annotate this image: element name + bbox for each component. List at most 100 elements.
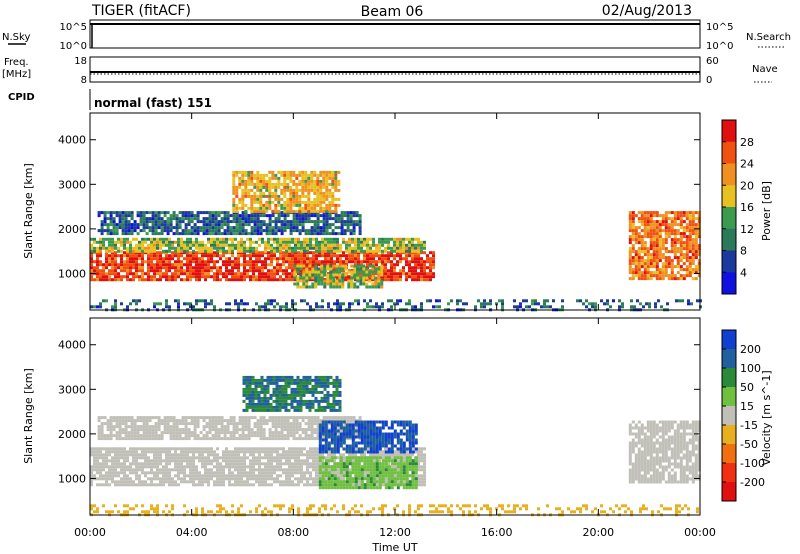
power-echo-cell [277,176,281,180]
power-echo-cell [355,220,359,224]
power-echo-cell [247,232,251,236]
power-echo-cell [240,243,243,247]
power-echo-cell [640,265,644,269]
power-echo-cell [649,217,653,221]
power-echo-cell [359,270,363,274]
power-echo-cell [102,246,105,250]
power-echo-cell [147,257,150,261]
power-echo-cell [171,251,174,255]
power-echo-cell [332,264,336,268]
power-echo-cell [317,267,321,271]
velocity-echo-cell [244,428,248,432]
power-echo-cell [591,302,594,306]
power-echo-cell [399,237,402,241]
power-echo-cell [198,240,201,244]
power-echo-cell [393,269,396,273]
power-echo-cell [115,226,119,230]
power-echo-cell [228,246,231,250]
power-echo-cell [658,244,662,248]
power-echo-cell [308,273,312,277]
power-echo-cell [396,302,399,306]
power-echo-cell [144,260,147,264]
power-echo-cell [154,211,158,215]
power-echo-cell [296,267,300,271]
velocity-echo-cell [141,453,144,457]
velocity-echo-cell [420,447,423,451]
velocity-echo-cell [297,465,300,469]
power-echo-cell [238,217,242,221]
power-echo-cell [664,274,668,278]
velocity-echo-cell [162,480,165,484]
power-echo-cell [99,254,102,258]
power-echo-cell [93,237,96,241]
velocity-echo-cell [136,419,140,423]
power-echo-cell [154,232,158,236]
velocity-echo-cell [115,425,119,429]
power-echo-cell [405,249,408,253]
power-echo-cell [144,272,147,276]
power-echo-cell [102,266,105,270]
velocity-echo-cell [174,462,177,466]
power-echo-cell [372,254,375,258]
velocity-echo-cell [178,437,182,441]
power-echo-cell [177,257,180,261]
velocity-echo-cell [282,468,285,472]
velocity-echo-cell [153,474,156,478]
velocity-echo-cell [234,474,237,478]
velocity-echo-cell [205,425,209,429]
power-echo-cell [114,257,117,261]
power-echo-cell [171,272,174,276]
power-echo-cell [330,257,333,261]
velocity-echo-cell [226,437,230,441]
power-echo-cell [676,217,680,221]
velocity-echo-cell [228,468,231,472]
power-echo-cell [302,276,306,280]
power-echo-cell [93,249,96,253]
power-echo-cell [286,170,290,174]
power-echo-cell [222,272,225,276]
power-echo-cell [223,211,227,215]
power-echo-cell [405,237,408,241]
velocity-echo-cell [120,462,123,466]
power-echo-cell [108,278,111,282]
power-echo-cell [96,257,99,261]
power-echo-cell [352,229,356,233]
power-echo-cell [637,253,641,257]
power-echo-cell [282,257,285,261]
power-echo-cell [204,299,207,303]
velocity-echo-cell [402,459,405,463]
power-echo-cell [90,237,93,241]
power-echo-cell [237,260,240,264]
power-echo-cell [115,232,119,236]
power-echo-cell [631,259,635,263]
power-echo-cell [315,257,318,261]
velocity-echo-cell [241,431,245,435]
power-echo-cell [198,263,201,267]
velocity-echo-cell [276,474,279,478]
power-echo-cell [300,269,303,273]
power-echo-cell [132,254,135,258]
power-echo-cell [329,285,333,289]
power-echo-cell [144,278,147,282]
power-echo-cell [338,267,342,271]
power-echo-cell [426,260,429,264]
velocity-echo-cell [102,474,105,478]
power-echo-cell [305,285,309,289]
velocity-echo-cell [223,419,227,423]
power-echo-cell [147,249,150,253]
power-echo-cell [333,302,336,306]
power-echo-cell [612,299,615,303]
velocity-echo-cell [183,459,186,463]
power-echo-cell [673,238,677,242]
power-echo-cell [316,194,320,198]
power-echo-cell [643,226,647,230]
power-echo-cell [171,275,174,279]
power-echo-cell [646,211,650,215]
power-echo-cell [685,241,689,245]
power-echo-cell [313,200,317,204]
power-echo-cell [661,253,665,257]
power-echo-cell [102,272,105,276]
power-echo-cell [111,237,114,241]
power-echo-cell [267,240,270,244]
